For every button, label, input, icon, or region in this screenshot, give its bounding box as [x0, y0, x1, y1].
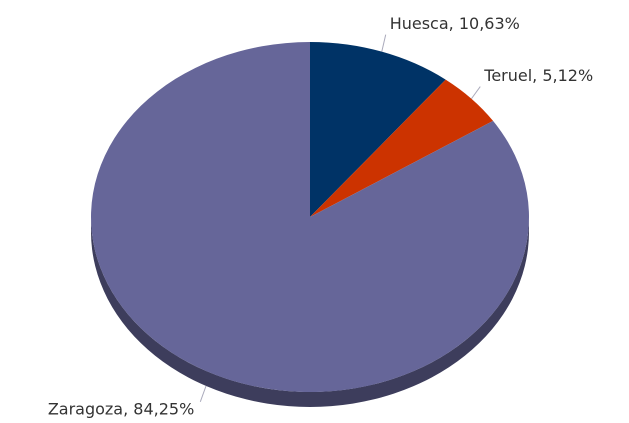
- data-label: Teruel, 5,12%: [483, 66, 593, 85]
- pie-slice: [310, 79, 494, 217]
- leader-line: [199, 385, 207, 403]
- data-label: Zaragoza, 84,25%: [48, 399, 194, 418]
- leader-line: [471, 86, 481, 100]
- data-label: Huesca, 10,63%: [390, 14, 520, 33]
- leader-line: [381, 34, 387, 52]
- pie-slice: [310, 42, 446, 217]
- pie-slice: [90, 42, 529, 392]
